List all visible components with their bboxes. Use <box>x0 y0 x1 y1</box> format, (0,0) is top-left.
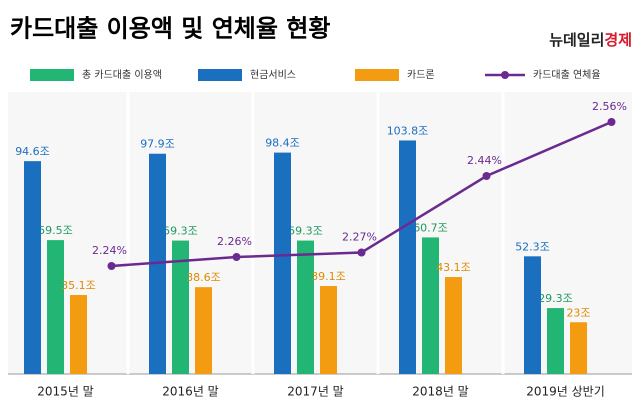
bar <box>399 140 416 374</box>
value-label: 60.7조 <box>413 221 448 234</box>
legend-label: 현금서비스 <box>250 69 296 81</box>
bar <box>547 308 564 374</box>
x-tick-label: 2017년 말 <box>287 385 343 399</box>
bar <box>570 322 587 374</box>
value-label: 23조 <box>566 306 590 319</box>
bar <box>524 256 541 374</box>
value-label: 2.26% <box>217 235 252 248</box>
value-label: 35.1조 <box>61 279 96 292</box>
value-label: 43.1조 <box>436 261 471 274</box>
brand-accent: 경제 <box>604 31 632 49</box>
bar <box>195 287 212 374</box>
legend-swatch <box>198 69 242 81</box>
value-label: 98.4조 <box>265 137 300 150</box>
value-label: 94.6조 <box>15 145 50 158</box>
legend-label: 총 카드대출 이용액 <box>82 69 162 81</box>
x-tick-label: 2018년 말 <box>412 385 468 399</box>
line-marker <box>107 262 116 270</box>
bar <box>297 240 314 374</box>
bar <box>445 277 462 374</box>
line-marker <box>607 118 616 126</box>
value-label: 59.3조 <box>163 225 198 238</box>
value-label: 29.3조 <box>538 292 573 305</box>
value-label: 39.1조 <box>311 270 346 283</box>
bar <box>422 237 439 374</box>
value-label: 59.3조 <box>288 225 323 238</box>
value-label: 103.8조 <box>387 124 429 137</box>
bar <box>320 286 337 374</box>
line-marker <box>232 253 241 261</box>
value-label: 59.5조 <box>38 224 73 237</box>
line-marker <box>357 248 366 257</box>
bar <box>24 161 41 374</box>
bar <box>172 240 189 374</box>
value-label: 2.44% <box>467 154 502 167</box>
bar <box>70 295 87 374</box>
value-label: 52.3조 <box>515 240 550 253</box>
legend-marker <box>501 71 509 79</box>
x-tick-label: 2019년 상반기 <box>526 385 605 399</box>
chart-title: 카드대출 이용액 및 연체율 현황 <box>10 14 330 43</box>
legend-label: 카드론 <box>407 69 435 81</box>
x-tick-label: 2015년 말 <box>37 385 93 399</box>
bar <box>274 152 291 374</box>
value-label: 97.9조 <box>140 138 175 151</box>
legend-swatch <box>355 69 399 81</box>
brand-name: 뉴데일리 <box>549 31 604 49</box>
brand: 뉴데일리경제 <box>549 31 632 49</box>
value-label: 2.27% <box>342 231 377 244</box>
legend-swatch <box>30 69 74 81</box>
bar <box>47 240 64 374</box>
line-marker <box>482 172 491 180</box>
legend-label: 카드대출 연체율 <box>533 69 601 81</box>
value-label: 2.56% <box>592 100 627 113</box>
value-label: 2.24% <box>92 244 127 257</box>
value-label: 38.6조 <box>186 271 221 284</box>
x-tick-label: 2016년 말 <box>162 385 218 399</box>
